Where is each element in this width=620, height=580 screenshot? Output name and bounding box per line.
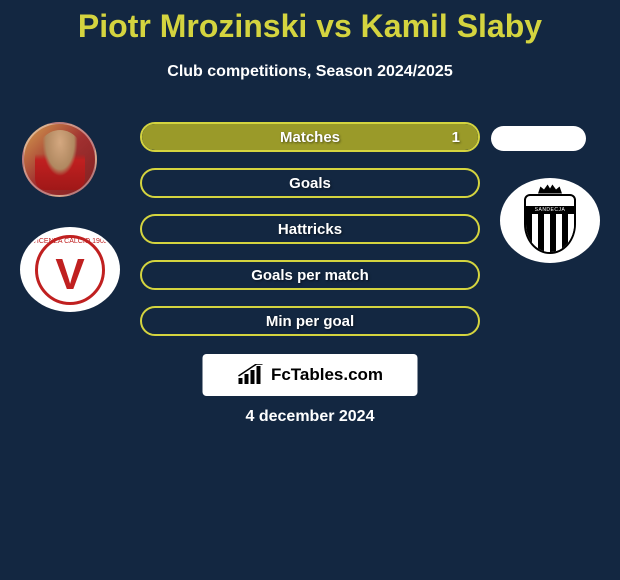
club-right-text: SANDECJA <box>535 207 566 213</box>
chart-icon <box>237 364 265 386</box>
stat-bar-hattricks: Hattricks <box>140 214 480 244</box>
stat-value-right: 1 <box>452 129 460 146</box>
branding-text: FcTables.com <box>271 365 383 385</box>
stat-label: Min per goal <box>266 313 354 330</box>
stat-bars: Matches 1 Goals Hattricks Goals per matc… <box>140 122 480 352</box>
stat-bar-mpg: Min per goal <box>140 306 480 336</box>
branding-badge: FcTables.com <box>203 354 418 396</box>
stat-label: Goals per match <box>251 267 369 284</box>
player-left-avatar <box>22 122 97 197</box>
snapshot-date: 4 december 2024 <box>0 408 620 426</box>
comparison-subtitle: Club competitions, Season 2024/2025 <box>0 63 620 81</box>
club-left-letter: V <box>55 253 84 297</box>
stat-bar-goals: Goals <box>140 168 480 198</box>
player-left-photo <box>35 130 85 190</box>
stat-bar-gpm: Goals per match <box>140 260 480 290</box>
player-right-avatar <box>491 126 586 151</box>
crown-icon <box>538 184 562 194</box>
club-left-badge: VICENZA CALCIO 1902 V <box>20 227 120 312</box>
stat-label: Hattricks <box>278 221 342 238</box>
club-right-badge: SANDECJA <box>500 178 600 263</box>
club-left-text: VICENZA CALCIO 1902 <box>32 238 107 245</box>
comparison-title: Piotr Mrozinski vs Kamil Slaby <box>0 0 620 45</box>
stat-label: Matches <box>280 129 340 146</box>
stat-bar-matches: Matches 1 <box>140 122 480 152</box>
stat-label: Goals <box>289 175 331 192</box>
